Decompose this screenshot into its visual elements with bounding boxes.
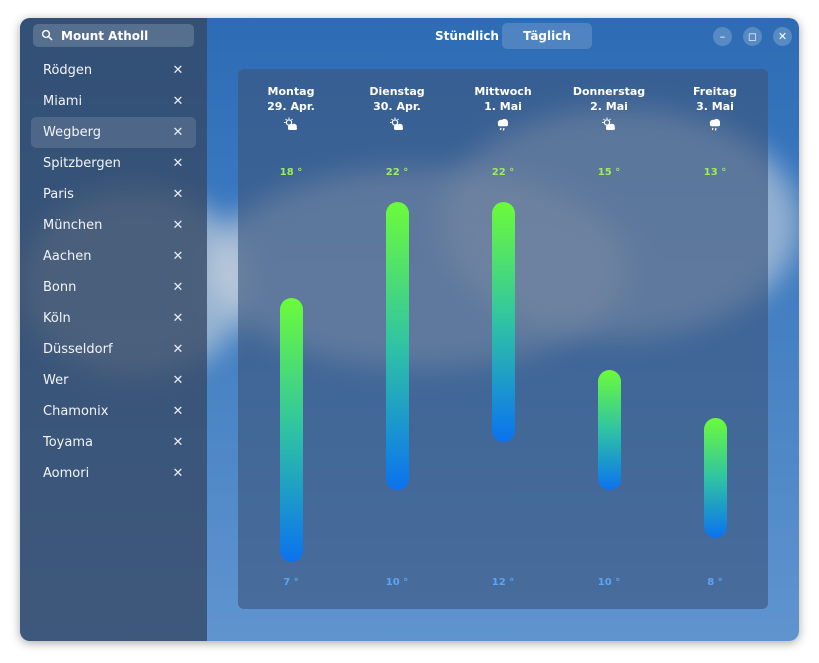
city-label: Aomori [43,466,90,481]
max-temp-label: 22 ° [491,167,515,178]
remove-city-icon[interactable]: ✕ [172,435,184,450]
city-label: Wer [43,373,69,388]
temperature-range-bar [386,202,409,490]
sidebar-item-wegberg[interactable]: Wegberg ✕ [31,117,196,148]
remove-city-icon[interactable]: ✕ [172,218,184,233]
sidebar-item-münchen[interactable]: München ✕ [31,210,196,241]
remove-city-icon[interactable]: ✕ [172,280,184,295]
sidebar-item-aomori[interactable]: Aomori ✕ [31,458,196,489]
remove-city-icon[interactable]: ✕ [172,342,184,357]
day-name: Mittwoch [474,85,532,98]
max-temp-label: 15 ° [597,167,621,178]
max-temp-label: 18 ° [279,167,303,178]
min-temp-label: 10 ° [597,577,621,588]
city-label: Düsseldorf [43,342,113,357]
remove-city-icon[interactable]: ✕ [172,466,184,481]
forecast-day-dienstag: Dienstag 30. Apr. 22 ° 10 ° [344,69,450,609]
city-label: Toyama [43,435,93,450]
sidebar-item-rödgen[interactable]: Rödgen ✕ [31,55,196,86]
remove-city-icon[interactable]: ✕ [172,94,184,109]
temperature-range-bar [598,370,621,490]
day-date: 1. Mai [484,100,522,113]
sidebar-item-chamonix[interactable]: Chamonix ✕ [31,396,196,427]
day-name: Donnerstag [572,85,646,98]
city-label: Wegberg [43,125,101,140]
remove-city-icon[interactable]: ✕ [172,125,184,140]
search-input[interactable]: Mount Atholl [33,24,194,47]
city-label: Chamonix [43,404,109,419]
sidebar-item-aachen[interactable]: Aachen ✕ [31,241,196,272]
city-label: Spitzbergen [43,156,121,171]
tab-daily[interactable]: Täglich [502,23,592,49]
city-label: Aachen [43,249,92,264]
forecast-day-donnerstag: Donnerstag 2. Mai 15 ° 10 ° [556,69,662,609]
sidebar-item-köln[interactable]: Köln ✕ [31,303,196,334]
day-date: 30. Apr. [373,100,421,113]
sidebar-item-paris[interactable]: Paris ✕ [31,179,196,210]
min-temp-label: 8 ° [707,577,723,588]
remove-city-icon[interactable]: ✕ [172,373,184,388]
remove-city-icon[interactable]: ✕ [172,311,184,326]
sidebar-item-miami[interactable]: Miami ✕ [31,86,196,117]
min-temp-label: 12 ° [491,577,515,588]
rain-cloud-icon [707,117,723,133]
sidebar-item-bonn[interactable]: Bonn ✕ [31,272,196,303]
remove-city-icon[interactable]: ✕ [172,187,184,202]
forecast-day-freitag: Freitag 3. Mai 13 ° 8 ° [662,69,768,609]
partly-cloudy-icon [601,117,617,133]
day-date: 3. Mai [696,100,734,113]
partly-cloudy-icon [283,117,299,133]
city-label: Paris [43,187,74,202]
temperature-range-bar [492,202,515,442]
city-label: Rödgen [43,63,93,78]
remove-city-icon[interactable]: ✕ [172,63,184,78]
day-name: Freitag [692,85,738,98]
max-temp-label: 22 ° [385,167,409,178]
day-name: Montag [267,85,315,98]
forecast-day-montag: Montag 29. Apr. 18 ° 7 ° [238,69,344,609]
min-temp-label: 10 ° [385,577,409,588]
city-label: Köln [43,311,71,326]
forecast-day-mittwoch: Mittwoch 1. Mai 22 ° 12 ° [450,69,556,609]
day-date: 29. Apr. [267,100,315,113]
weather-window: Mount Atholl Rödgen ✕ Miami ✕ Wegberg ✕ Spitzb… [20,18,799,641]
sidebar-item-spitzbergen[interactable]: Spitzbergen ✕ [31,148,196,179]
close-button[interactable]: ✕ [773,27,792,46]
temperature-range-bar [704,418,727,538]
max-temp-label: 13 ° [703,167,727,178]
search-value: Mount Atholl [61,28,149,43]
maximize-button[interactable]: ◻ [743,27,762,46]
tab-hourly[interactable]: Stündlich [435,29,499,43]
daily-forecast-panel: Montag 29. Apr. 18 ° 7 ° Dienstag 30. Apr. 22 … [238,69,768,609]
city-label: München [43,218,103,233]
search-icon [41,29,55,43]
sidebar: Mount Atholl Rödgen ✕ Miami ✕ Wegberg ✕ Spitzb… [20,18,207,641]
city-list: Rödgen ✕ Miami ✕ Wegberg ✕ Spitzbergen ✕ Paris ✕ M… [31,55,196,489]
remove-city-icon[interactable]: ✕ [172,249,184,264]
day-date: 2. Mai [590,100,628,113]
city-label: Miami [43,94,83,109]
header-bar: Stündlich Täglich – ◻ ✕ [207,18,799,58]
remove-city-icon[interactable]: ✕ [172,404,184,419]
city-label: Bonn [43,280,77,295]
temperature-range-bar [280,298,303,562]
sidebar-item-toyama[interactable]: Toyama ✕ [31,427,196,458]
minimize-button[interactable]: – [713,27,732,46]
day-name: Dienstag [369,85,425,98]
rain-cloud-icon [495,117,511,133]
sidebar-item-düsseldorf[interactable]: Düsseldorf ✕ [31,334,196,365]
sidebar-item-wer[interactable]: Wer ✕ [31,365,196,396]
min-temp-label: 7 ° [283,577,299,588]
partly-cloudy-icon [389,117,405,133]
remove-city-icon[interactable]: ✕ [172,156,184,171]
